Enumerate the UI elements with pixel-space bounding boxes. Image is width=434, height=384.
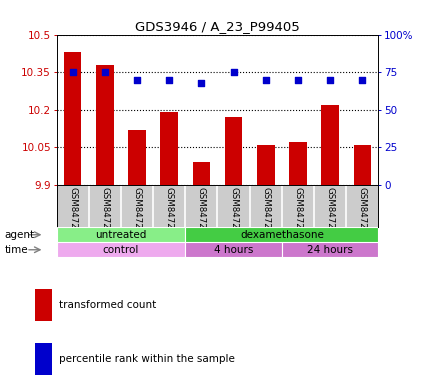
Point xyxy=(294,76,301,83)
Bar xyxy=(64,52,81,185)
Bar xyxy=(289,142,306,185)
Text: time: time xyxy=(4,245,28,255)
Text: GSM847206: GSM847206 xyxy=(261,187,270,240)
Text: GSM847200: GSM847200 xyxy=(68,187,77,240)
Text: GSM847202: GSM847202 xyxy=(132,187,141,240)
Point xyxy=(197,79,204,86)
Text: percentile rank within the sample: percentile rank within the sample xyxy=(59,354,234,364)
Bar xyxy=(56,227,185,242)
Bar xyxy=(96,65,113,185)
Bar xyxy=(185,242,281,257)
Text: GSM847207: GSM847207 xyxy=(293,187,302,240)
Title: GDS3946 / A_23_P99405: GDS3946 / A_23_P99405 xyxy=(135,20,299,33)
Bar xyxy=(353,145,370,185)
Bar xyxy=(185,227,378,242)
Bar xyxy=(56,242,185,257)
Text: GSM847201: GSM847201 xyxy=(100,187,109,240)
Bar xyxy=(128,130,145,185)
Text: 4 hours: 4 hours xyxy=(214,245,253,255)
Point xyxy=(262,76,269,83)
Text: GSM847208: GSM847208 xyxy=(325,187,334,240)
Point xyxy=(69,69,76,75)
Point xyxy=(101,69,108,75)
Bar xyxy=(321,105,338,185)
Bar xyxy=(192,162,210,185)
Point xyxy=(358,76,365,83)
Text: transformed count: transformed count xyxy=(59,300,156,310)
Point xyxy=(165,76,172,83)
Point xyxy=(230,69,237,75)
Point xyxy=(133,76,140,83)
Bar xyxy=(256,145,274,185)
Text: untreated: untreated xyxy=(95,230,146,240)
Bar xyxy=(160,112,178,185)
Text: agent: agent xyxy=(4,230,34,240)
Bar xyxy=(35,289,52,321)
Text: GSM847203: GSM847203 xyxy=(164,187,173,240)
Text: dexamethasone: dexamethasone xyxy=(240,230,323,240)
Text: GSM847209: GSM847209 xyxy=(357,187,366,240)
Text: 24 hours: 24 hours xyxy=(306,245,352,255)
Text: control: control xyxy=(102,245,139,255)
Bar xyxy=(35,343,52,375)
Bar xyxy=(224,117,242,185)
Bar xyxy=(281,242,378,257)
Point xyxy=(326,76,333,83)
Text: GSM847204: GSM847204 xyxy=(197,187,205,240)
Text: GSM847205: GSM847205 xyxy=(229,187,237,240)
